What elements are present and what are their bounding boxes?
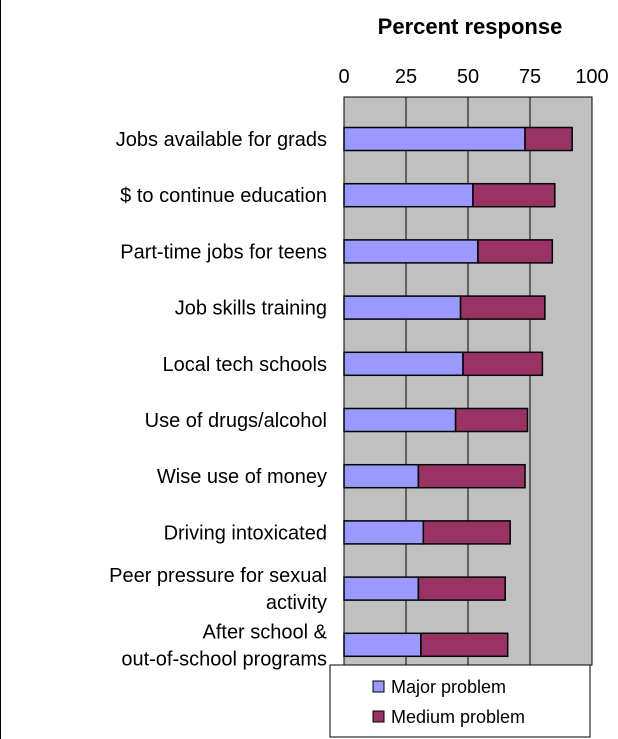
bar-major <box>343 463 420 489</box>
bar-major <box>343 407 457 433</box>
category-label: Wise use of money <box>157 466 327 488</box>
category-label: $ to continue education <box>120 185 327 207</box>
bar-major <box>343 182 474 208</box>
bar-medium <box>477 239 554 264</box>
bar-major <box>343 632 422 658</box>
bar-major <box>343 239 479 264</box>
bar-medium <box>417 463 526 489</box>
legend: Major problem Medium problem <box>329 664 591 738</box>
category-label: Local tech schools <box>162 354 327 376</box>
category-label: Use of drugs/alcohol <box>145 410 327 432</box>
bar-medium <box>422 520 511 545</box>
category-label: Part-time jobs for teens <box>120 241 327 263</box>
category-label: Driving intoxicated <box>164 522 327 544</box>
category-label: Job skills training <box>175 298 327 320</box>
bar-major <box>343 126 526 152</box>
bar-medium <box>524 126 573 152</box>
bar-medium <box>472 182 556 208</box>
bar-major <box>343 351 464 377</box>
legend-label-medium: Medium problem <box>391 707 525 727</box>
category-label: Peer pressure for sexual activity <box>109 565 327 614</box>
x-tick-label: 100 <box>575 66 608 88</box>
bar-medium <box>454 407 529 433</box>
bar-major <box>343 520 425 545</box>
x-tick-label: 50 <box>457 66 479 88</box>
category-label: After school & out-of-school programs <box>121 621 327 670</box>
bar-major <box>343 295 462 320</box>
legend-swatch-medium <box>372 710 385 723</box>
bar-medium <box>420 632 509 658</box>
chart-title: Percent response <box>378 14 563 39</box>
category-label: Jobs available for grads <box>116 129 327 151</box>
x-tick-label: 75 <box>519 66 541 88</box>
bar-medium <box>459 295 546 320</box>
category-labels: Jobs available for grads $ to continue ed… <box>109 129 328 670</box>
legend-swatch-major <box>372 680 385 693</box>
x-tick-label: 0 <box>338 66 349 88</box>
bar-medium <box>417 576 506 601</box>
x-axis-ticks: 0 25 50 75 100 <box>338 66 608 88</box>
x-tick-label: 25 <box>395 66 417 88</box>
bar-medium <box>462 351 544 377</box>
legend-box <box>329 664 591 738</box>
legend-label-major: Major problem <box>391 677 506 697</box>
bar-series <box>343 126 573 658</box>
bar-major <box>343 576 420 601</box>
